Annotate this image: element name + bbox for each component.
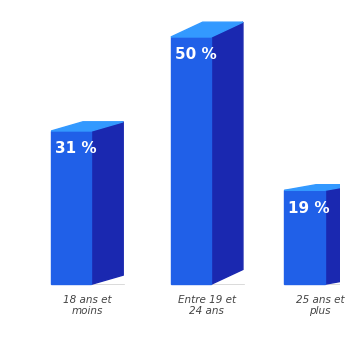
Polygon shape <box>324 185 350 284</box>
Polygon shape <box>51 131 91 284</box>
Polygon shape <box>51 122 123 131</box>
Polygon shape <box>91 122 123 284</box>
Polygon shape <box>284 185 350 190</box>
Polygon shape <box>171 22 243 37</box>
Polygon shape <box>284 190 324 284</box>
Text: Entre 19 et
24 ans: Entre 19 et 24 ans <box>178 295 236 316</box>
Text: 19 %: 19 % <box>288 201 330 216</box>
Polygon shape <box>211 22 243 284</box>
Text: 31 %: 31 % <box>55 141 97 156</box>
Text: 25 ans et
plus: 25 ans et plus <box>296 295 345 316</box>
Text: 18 ans et
moins: 18 ans et moins <box>63 295 112 316</box>
Polygon shape <box>171 37 211 284</box>
Text: 50 %: 50 % <box>175 47 217 62</box>
